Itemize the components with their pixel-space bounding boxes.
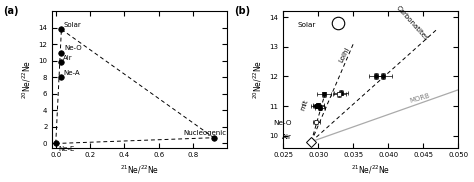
Text: mit: mit bbox=[300, 99, 309, 111]
Y-axis label: $^{20}$Ne/$^{22}$Ne: $^{20}$Ne/$^{22}$Ne bbox=[251, 60, 264, 99]
Text: Solar: Solar bbox=[297, 21, 316, 27]
Text: Air: Air bbox=[282, 134, 292, 140]
Text: Nucleogenic: Nucleogenic bbox=[183, 130, 226, 136]
X-axis label: $^{21}$Ne/$^{22}$Ne: $^{21}$Ne/$^{22}$Ne bbox=[120, 164, 159, 176]
Text: (a): (a) bbox=[3, 6, 19, 16]
Text: Carbonatites: Carbonatites bbox=[395, 5, 429, 42]
X-axis label: $^{21}$Ne/$^{22}$Ne: $^{21}$Ne/$^{22}$Ne bbox=[351, 164, 391, 176]
Text: Loihi: Loihi bbox=[338, 46, 351, 63]
Text: Ne-A: Ne-A bbox=[64, 70, 80, 76]
Text: MORB: MORB bbox=[410, 93, 431, 104]
Text: Ne-E: Ne-E bbox=[58, 146, 75, 152]
Text: (b): (b) bbox=[234, 6, 250, 16]
Text: Solar: Solar bbox=[64, 22, 82, 28]
Y-axis label: $^{20}$Ne/$^{22}$Ne: $^{20}$Ne/$^{22}$Ne bbox=[20, 60, 33, 99]
Text: Ne-O: Ne-O bbox=[64, 45, 82, 51]
Text: Air: Air bbox=[64, 55, 73, 61]
Text: Ne-O: Ne-O bbox=[273, 120, 292, 126]
